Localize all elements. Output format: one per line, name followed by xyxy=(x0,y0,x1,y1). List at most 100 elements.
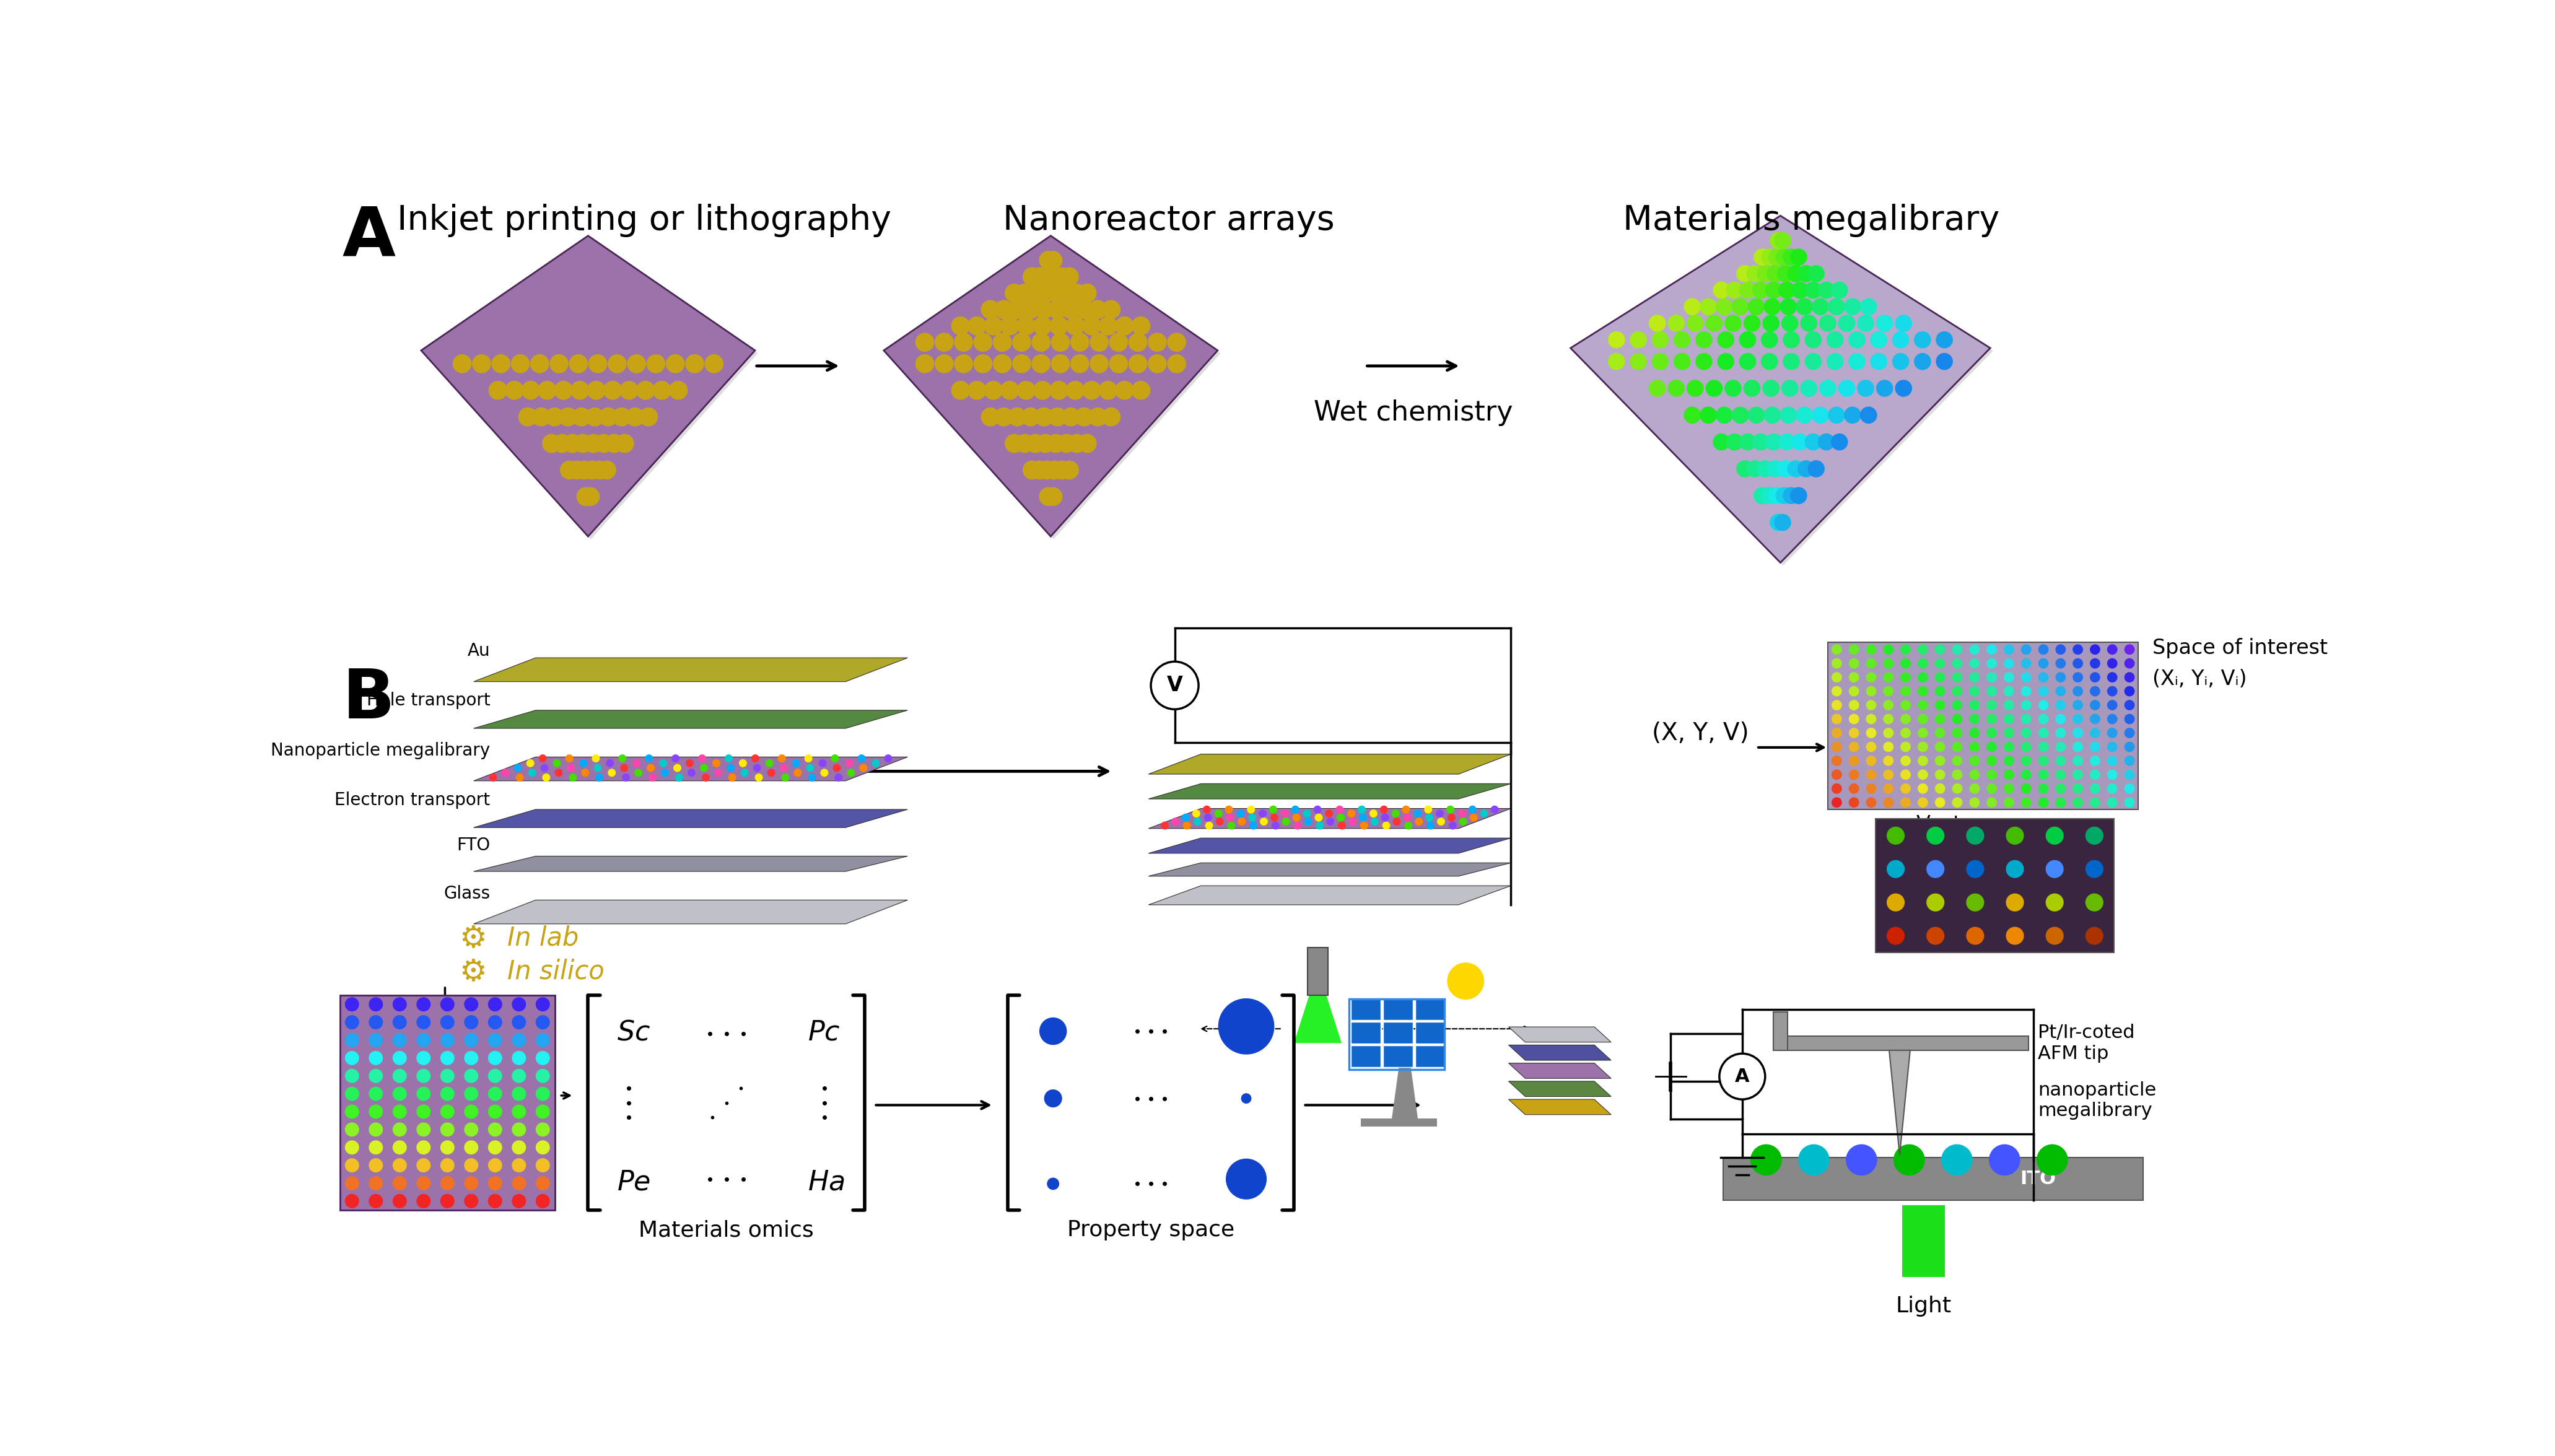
Circle shape xyxy=(1988,798,1995,807)
Circle shape xyxy=(649,775,657,780)
Circle shape xyxy=(2126,686,2133,696)
Circle shape xyxy=(1781,314,1799,332)
Circle shape xyxy=(2003,700,2013,711)
Circle shape xyxy=(1099,381,1117,399)
Circle shape xyxy=(2072,686,2082,696)
Circle shape xyxy=(1699,408,1717,424)
Circle shape xyxy=(2072,756,2082,766)
Circle shape xyxy=(2057,686,2064,696)
Circle shape xyxy=(2090,686,2100,696)
Circle shape xyxy=(1014,434,1035,453)
Circle shape xyxy=(1339,823,1346,828)
Circle shape xyxy=(567,462,585,479)
Circle shape xyxy=(2057,743,2064,751)
Circle shape xyxy=(488,1088,501,1101)
Circle shape xyxy=(639,408,657,427)
Circle shape xyxy=(1037,434,1055,453)
Circle shape xyxy=(1129,355,1147,373)
Circle shape xyxy=(636,381,654,399)
Circle shape xyxy=(537,1088,549,1101)
Text: Nanoreactor arrays: Nanoreactor arrays xyxy=(1004,204,1334,237)
Circle shape xyxy=(1078,434,1096,453)
Circle shape xyxy=(1214,810,1221,817)
Circle shape xyxy=(1413,810,1421,817)
Text: A: A xyxy=(342,204,396,269)
Circle shape xyxy=(1970,715,1980,724)
Circle shape xyxy=(858,764,866,772)
Circle shape xyxy=(1804,332,1822,348)
Circle shape xyxy=(1459,810,1467,817)
Circle shape xyxy=(1030,462,1048,479)
Circle shape xyxy=(756,775,761,780)
Circle shape xyxy=(1653,354,1668,370)
Circle shape xyxy=(1865,783,1875,794)
Circle shape xyxy=(1737,460,1753,478)
Text: In silico: In silico xyxy=(506,958,603,984)
Circle shape xyxy=(1063,408,1081,427)
Circle shape xyxy=(565,754,572,761)
Circle shape xyxy=(1865,673,1875,681)
Circle shape xyxy=(1865,770,1875,779)
Circle shape xyxy=(1850,645,1857,654)
Circle shape xyxy=(1002,381,1019,399)
Circle shape xyxy=(2072,715,2082,724)
Circle shape xyxy=(1783,488,1799,504)
Circle shape xyxy=(1919,743,1926,751)
Circle shape xyxy=(1380,807,1387,812)
Circle shape xyxy=(1109,355,1127,373)
Circle shape xyxy=(1865,700,1875,711)
Circle shape xyxy=(2006,894,2024,911)
Circle shape xyxy=(2126,756,2133,766)
Circle shape xyxy=(2039,686,2049,696)
Circle shape xyxy=(1720,1054,1766,1099)
Text: V: V xyxy=(1168,676,1183,696)
Circle shape xyxy=(1668,314,1684,332)
Circle shape xyxy=(552,434,572,453)
Circle shape xyxy=(715,769,721,776)
Circle shape xyxy=(488,1176,501,1190)
Circle shape xyxy=(488,1034,501,1047)
Circle shape xyxy=(1919,783,1926,794)
Circle shape xyxy=(488,1051,501,1064)
Circle shape xyxy=(1926,927,1944,945)
Circle shape xyxy=(1260,818,1267,826)
Circle shape xyxy=(1022,268,1040,285)
Circle shape xyxy=(2021,743,2031,751)
Circle shape xyxy=(465,1159,478,1172)
Circle shape xyxy=(2021,728,2031,738)
Bar xyxy=(1349,999,1444,1069)
Circle shape xyxy=(1045,1091,1063,1107)
Circle shape xyxy=(1753,282,1768,298)
Circle shape xyxy=(393,1016,406,1029)
Text: ⚙: ⚙ xyxy=(460,923,488,954)
Circle shape xyxy=(1970,728,1980,738)
Circle shape xyxy=(1934,798,1944,807)
Circle shape xyxy=(2021,770,2031,779)
Polygon shape xyxy=(1507,1082,1612,1096)
Circle shape xyxy=(1799,265,1814,281)
Circle shape xyxy=(345,1194,358,1207)
Circle shape xyxy=(1293,814,1300,821)
Circle shape xyxy=(1479,810,1487,817)
Circle shape xyxy=(2090,645,2100,654)
Circle shape xyxy=(2003,798,2013,807)
Circle shape xyxy=(1748,265,1763,281)
Circle shape xyxy=(1883,700,1893,711)
Text: nanoparticle
megalibrary: nanoparticle megalibrary xyxy=(2039,1082,2156,1120)
Circle shape xyxy=(1937,332,1952,348)
Circle shape xyxy=(1901,728,1911,738)
Circle shape xyxy=(2126,743,2133,751)
Circle shape xyxy=(1832,673,1842,681)
Circle shape xyxy=(1934,658,1944,668)
Circle shape xyxy=(1272,823,1280,828)
Circle shape xyxy=(1883,686,1893,696)
Text: $Sc$: $Sc$ xyxy=(616,1019,649,1045)
Circle shape xyxy=(754,764,761,772)
Circle shape xyxy=(1009,300,1027,319)
Circle shape xyxy=(593,764,600,772)
Circle shape xyxy=(613,408,631,427)
Circle shape xyxy=(1048,284,1065,303)
Circle shape xyxy=(583,769,588,776)
Circle shape xyxy=(1901,770,1911,779)
Circle shape xyxy=(1850,332,1865,348)
